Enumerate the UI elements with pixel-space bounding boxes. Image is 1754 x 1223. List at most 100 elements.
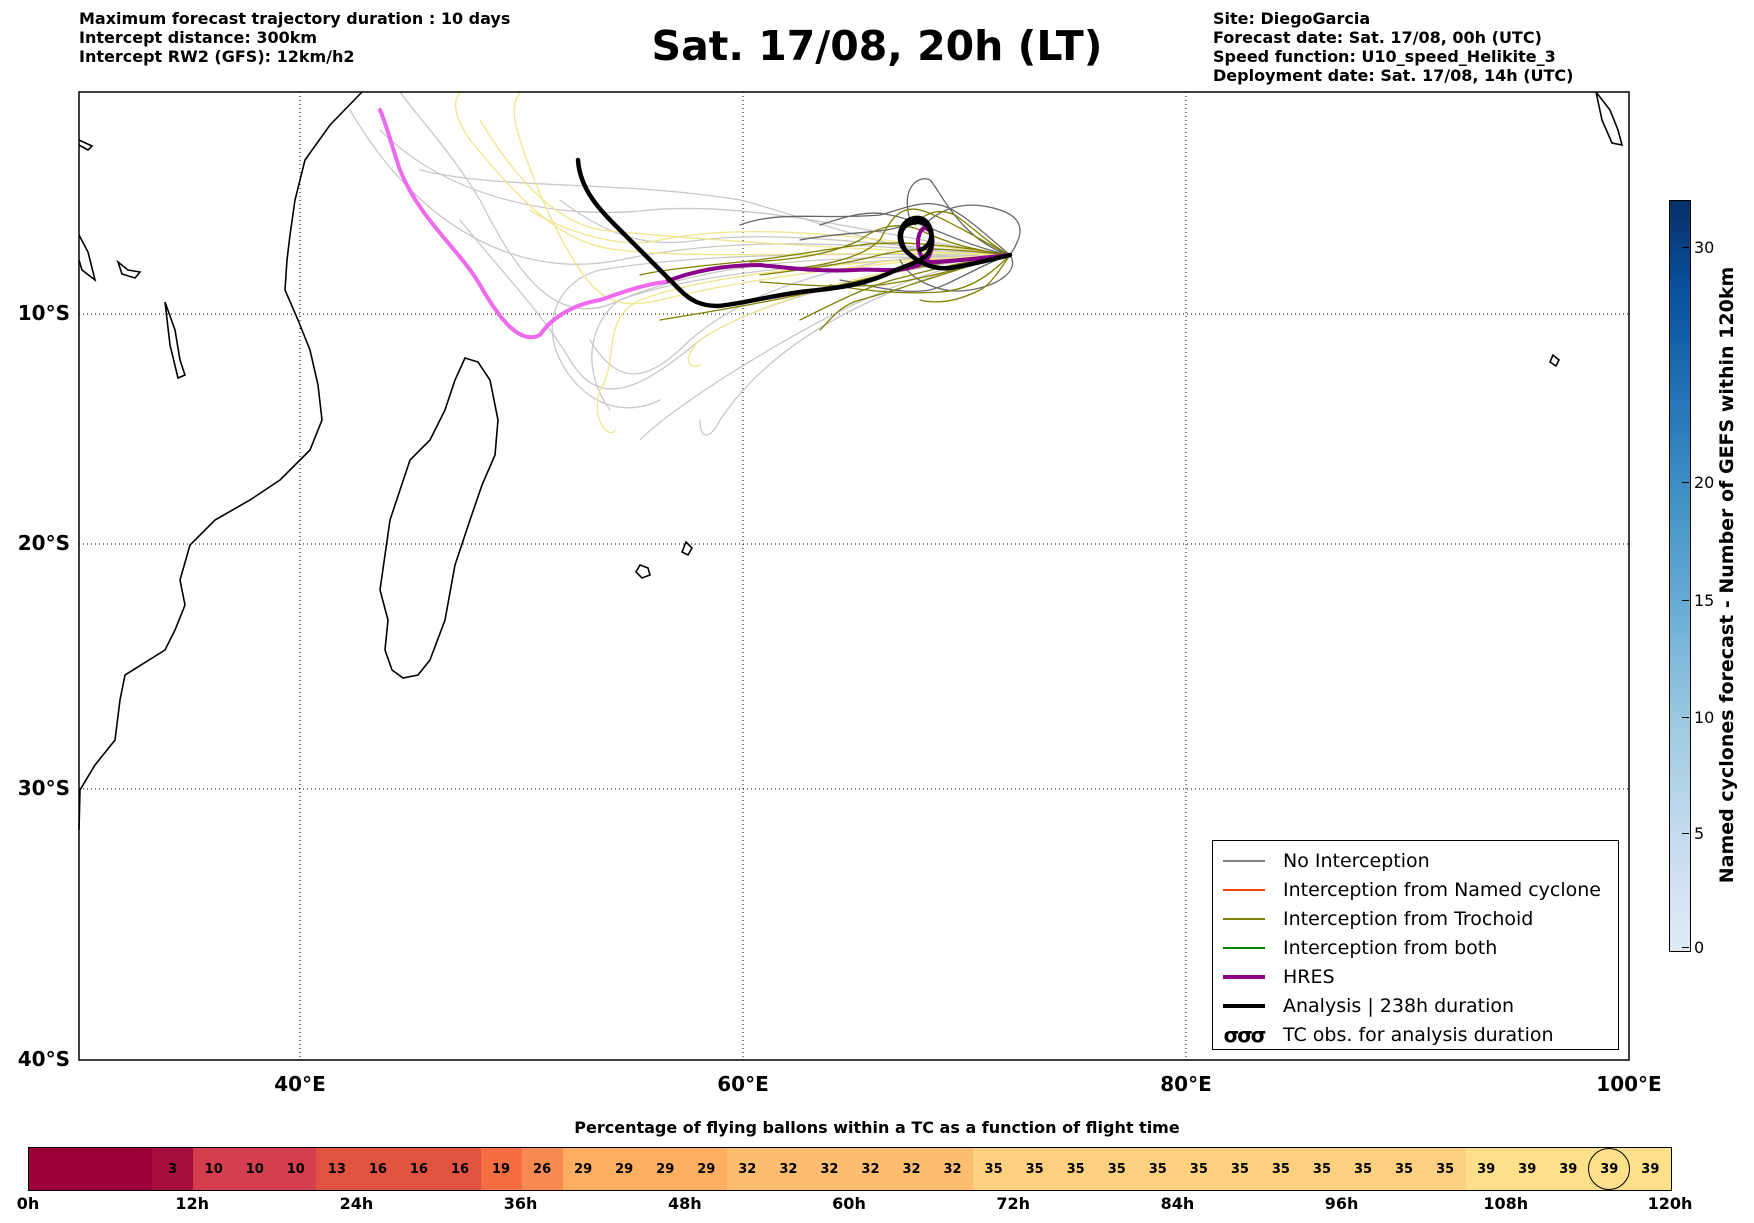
coastlines <box>78 91 1624 831</box>
yellow-track-3 <box>479 119 1011 256</box>
lat-label-30s: 30°S <box>17 776 70 800</box>
legend-item-tc-obs: σσσ TC obs. for analysis duration <box>1223 1023 1554 1047</box>
percentage-cell: 35 <box>1383 1148 1425 1190</box>
percentage-cell: 35 <box>973 1148 1015 1190</box>
percentage-cell: 35 <box>1014 1148 1056 1190</box>
percentage-cell: 10 <box>275 1148 317 1190</box>
time-tick-label: 108h <box>1483 1194 1529 1213</box>
yellow-track-1 <box>454 91 1011 256</box>
time-tick-label: 72h <box>996 1194 1031 1213</box>
percentage-cell: 10 <box>234 1148 276 1190</box>
percentage-cell: 39 <box>1506 1148 1548 1190</box>
light-track-6 <box>699 254 1011 436</box>
percentage-cell: 32 <box>932 1148 974 1190</box>
percentage-cell: 35 <box>1055 1148 1097 1190</box>
percentage-cell: 10 <box>193 1148 235 1190</box>
analysis-loop <box>898 219 934 253</box>
header-left: Maximum forecast trajectory duration : 1… <box>79 9 510 66</box>
percentage-cell <box>29 1148 71 1190</box>
no-interception-track-4 <box>819 212 1011 256</box>
site-text: Site: DiegoGarcia <box>1213 9 1371 28</box>
hres-track-light <box>378 108 667 339</box>
arabia-coastline <box>78 139 94 151</box>
socotra-coastline <box>78 234 97 283</box>
islet-coastline <box>1549 353 1560 368</box>
percentage-cell: 39 <box>1465 1148 1507 1190</box>
trochoid-track-3 <box>789 208 1011 271</box>
time-tick-label: 120h <box>1647 1194 1693 1213</box>
legend-item-hres: HRES <box>1213 963 1335 991</box>
map-frame <box>78 91 1630 1061</box>
trochoid-track-4 <box>829 254 1011 294</box>
colorbar-tick-30: 30 <box>1694 238 1715 257</box>
legend-item-no-interception: No Interception <box>1213 847 1430 875</box>
mauritius-coastline <box>680 540 693 557</box>
lat-label-10s: 10°S <box>17 301 70 325</box>
percentage-cell: 35 <box>1342 1148 1384 1190</box>
light-track-1 <box>399 91 1011 310</box>
header-right: Site: DiegoGarcia Forecast date: Sat. 17… <box>1213 9 1573 85</box>
trochoid-track-6 <box>919 254 1011 303</box>
percentage-cell: 19 <box>480 1148 522 1190</box>
percentage-cell: 13 <box>316 1148 358 1190</box>
africa-coastline <box>78 91 363 831</box>
sri-lanka-coastline <box>1595 91 1624 147</box>
map-legend: No Interception Interception from Named … <box>1212 840 1619 1050</box>
colorbar-tick-20: 20 <box>1694 473 1715 492</box>
time-tick-label: 36h <box>503 1194 538 1213</box>
percentage-cell: 35 <box>1178 1148 1220 1190</box>
percentage-cell: 32 <box>808 1148 850 1190</box>
lat-label-20s: 20°S <box>17 531 70 555</box>
light-track-9 <box>591 254 1011 411</box>
tc-obs-icon: σσσ <box>1223 1023 1267 1047</box>
percentage-cell <box>70 1148 112 1190</box>
madagascar-coastline <box>379 357 499 679</box>
percentage-cell: 39 <box>1588 1148 1630 1190</box>
map-grid <box>79 92 1629 1060</box>
time-tick-label: 0h <box>16 1194 40 1213</box>
percentage-cell: 39 <box>1547 1148 1589 1190</box>
time-tick-label: 60h <box>832 1194 866 1213</box>
legend-item-trochoid: Interception from Trochoid <box>1213 905 1533 933</box>
percentage-cell: 26 <box>521 1148 563 1190</box>
colorbar-tick-5: 5 <box>1694 824 1705 843</box>
lon-label-60e: 60°E <box>717 1072 769 1096</box>
yellow-track-0 <box>596 254 1011 434</box>
percentage-cell: 35 <box>1219 1148 1261 1190</box>
map-title: Sat. 17/08, 20h (LT) <box>651 22 1103 70</box>
hres-track <box>663 226 1012 284</box>
percentage-cell: 32 <box>767 1148 809 1190</box>
no-interception-track-2 <box>919 204 1021 256</box>
percentage-cell: 35 <box>1096 1148 1138 1190</box>
lat-label-40s: 40°S <box>17 1047 70 1071</box>
comoros-coastline <box>116 259 142 279</box>
legend-item-both: Interception from both <box>1213 934 1497 962</box>
light-track-5 <box>589 253 1011 375</box>
percentage-cell: 29 <box>685 1148 727 1190</box>
legend-item-named-cyclone: Interception from Named cyclone <box>1213 876 1601 904</box>
percentage-bar-title: Percentage of flying ballons within a TC… <box>574 1118 1180 1137</box>
no-interception-track-1 <box>739 203 1011 256</box>
light-track-10 <box>559 199 1011 256</box>
deployment-date-text: Deployment date: Sat. 17/08, 14h (UTC) <box>1213 66 1574 85</box>
percentage-cell: 32 <box>890 1148 933 1190</box>
percentage-bar: 3 10 10 10 13 16 16 16 19 26 29 29 29 29 32 32 32 32 32 32 3… <box>28 1147 1672 1191</box>
percentage-cell: 35 <box>1301 1148 1343 1190</box>
percentage-cell: 16 <box>357 1148 399 1190</box>
time-tick-label: 12h <box>175 1194 210 1213</box>
percentage-cell: 29 <box>644 1148 686 1190</box>
percentage-cell: 39 <box>1629 1148 1671 1190</box>
percentage-cell: 29 <box>562 1148 604 1190</box>
analysis-track <box>575 157 1013 309</box>
speed-function-text: Speed function: U10_speed_Helikite_3 <box>1213 47 1556 66</box>
lon-label-80e: 80°E <box>1160 1072 1212 1096</box>
percentage-cell: 3 <box>152 1148 194 1190</box>
light-track-7 <box>419 169 1011 257</box>
light-track-0 <box>349 109 1011 265</box>
colorbar-tick-10: 10 <box>1694 708 1715 727</box>
colorbar-tick-15: 15 <box>1694 591 1715 610</box>
intercept-rw2-text: Intercept RW2 (GFS): 12km/h2 <box>79 47 355 66</box>
time-tick-label: 24h <box>339 1194 374 1213</box>
percentage-cell <box>111 1148 153 1190</box>
